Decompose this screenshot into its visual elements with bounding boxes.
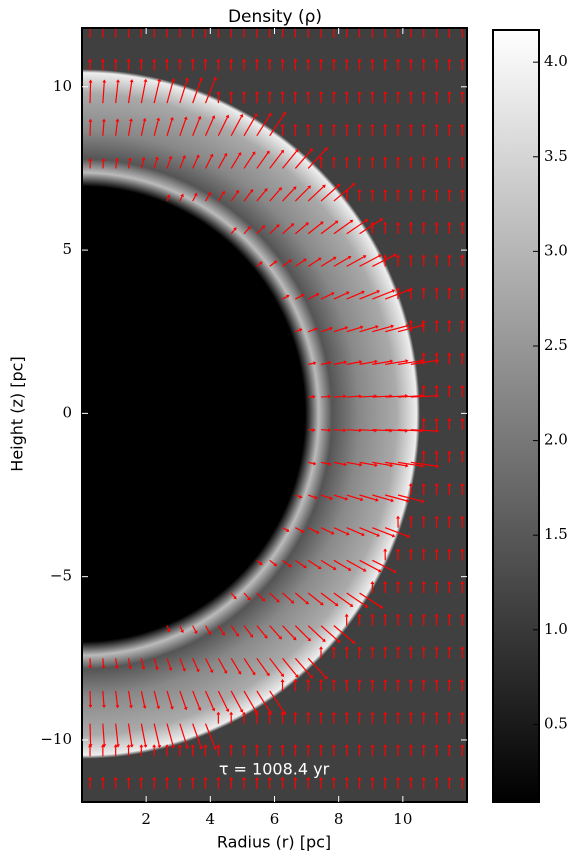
- x-tick-label: 2: [141, 810, 151, 828]
- colorbar-tick-label: 1.0: [544, 620, 568, 638]
- colorbar: [493, 30, 539, 802]
- velocity-arrow: [103, 161, 104, 169]
- velocity-arrow: [347, 430, 359, 431]
- y-axis-label: Height (z) [pc]: [8, 356, 27, 471]
- velocity-arrow: [334, 430, 344, 431]
- x-axis-label: Radius (r) [pc]: [217, 833, 331, 852]
- y-tick-label: 0: [62, 403, 72, 421]
- colorbar-tick-label: 4.0: [544, 52, 568, 70]
- colorbar-tick-label: 2.5: [544, 336, 568, 354]
- velocity-arrow: [334, 396, 344, 397]
- chart-title: Density (ρ): [228, 7, 322, 27]
- x-tick-label: 10: [393, 810, 412, 828]
- colorbar-tick-label: 0.5: [544, 714, 568, 732]
- y-tick-label: 5: [62, 240, 72, 258]
- velocity-arrow: [90, 83, 91, 104]
- colorbar-tick-label: 3.0: [544, 241, 568, 259]
- colorbar-tick-label: 2.0: [544, 431, 568, 449]
- annotation: τ = 1008.4 yr: [219, 760, 330, 779]
- y-tick-label: 10: [53, 77, 72, 95]
- velocity-arrow: [103, 658, 104, 666]
- colorbar-tick-label: 1.5: [544, 525, 568, 543]
- x-tick-label: 8: [334, 810, 344, 828]
- y-tick-label: −10: [40, 730, 72, 748]
- colorbar-tick-label: 3.5: [544, 147, 568, 165]
- x-tick-label: 6: [270, 810, 280, 828]
- y-tick-label: −5: [50, 567, 72, 585]
- velocity-arrow: [90, 724, 91, 745]
- x-tick-label: 4: [206, 810, 216, 828]
- velocity-arrow: [347, 396, 359, 397]
